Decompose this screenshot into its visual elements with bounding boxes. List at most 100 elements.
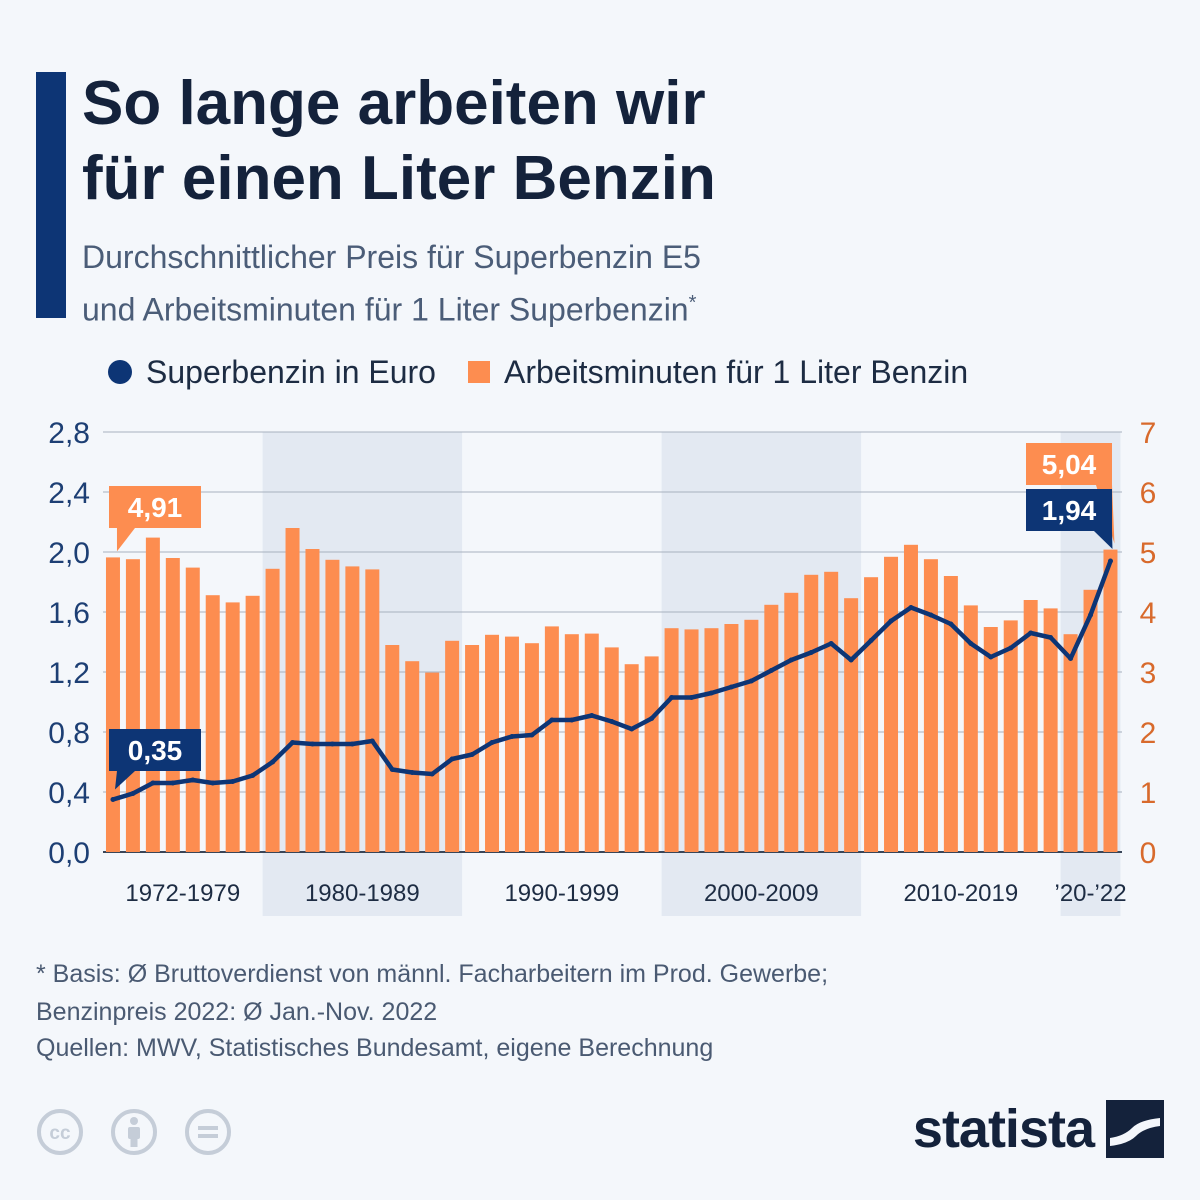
price-point-2004 <box>748 678 754 684</box>
bar-2008 <box>824 571 839 852</box>
price-point-2008 <box>828 641 834 646</box>
bar-1995 <box>564 634 579 852</box>
price-point-2010 <box>868 638 874 643</box>
price-point-1995 <box>569 717 575 723</box>
price-point-1989 <box>449 756 455 762</box>
price-point-2011 <box>888 618 894 624</box>
callout-first-bar-box <box>109 486 201 528</box>
statista-logo[interactable]: statista <box>913 1098 1164 1160</box>
callout-first-bar-text: 4,91 <box>128 492 183 523</box>
bar-2014 <box>943 576 958 852</box>
bar-2000 <box>664 628 679 852</box>
price-point-2015 <box>968 641 974 646</box>
group-label-4: 2010-2019 <box>903 880 1018 907</box>
bar-2013 <box>923 559 938 852</box>
left-tick-label: 0,8 <box>48 717 90 750</box>
price-point-1991 <box>489 740 495 745</box>
bar-1989 <box>445 640 460 852</box>
combo-chart: 0,0 0 0,4 1 0,8 2 1,2 3 1,6 4 2,0 5 2,4 6 2,8 7 1972-197… <box>48 417 1157 916</box>
price-point-2013 <box>928 612 934 618</box>
bar-2002 <box>704 628 719 852</box>
source-text: Quellen: MWV, Statistisches Bundesamt, e… <box>36 1034 714 1062</box>
callout-last-price: 1,94 <box>1026 489 1113 549</box>
left-tick-label: 1,6 <box>48 597 90 630</box>
page-title: So lange arbeiten wir für einen Liter Be… <box>82 69 716 213</box>
price-point-2012 <box>908 605 914 610</box>
left-tick-label: 1,2 <box>48 657 90 690</box>
callout-last-bar-text: 5,04 <box>1042 449 1097 480</box>
bar-1990 <box>465 645 480 852</box>
subtitle-line-2: und Arbeitsminuten für 1 Liter Superbenz… <box>82 291 689 328</box>
bar-1975 <box>165 558 180 852</box>
bar-1973 <box>125 559 140 852</box>
brand-wordmark: statista <box>912 1099 1095 1159</box>
price-point-2007 <box>808 650 814 655</box>
bar-1976 <box>185 567 200 852</box>
bar-2006 <box>784 592 799 852</box>
bar-1974 <box>145 537 160 852</box>
subtitle: Durchschnittlicher Preis für Superbenzin… <box>82 234 701 333</box>
bar-1979 <box>245 595 260 852</box>
callout-first-price-box <box>109 729 201 771</box>
callout-last-bar: 5,04 <box>1026 443 1115 544</box>
no-derivatives-icon[interactable] <box>184 1108 232 1156</box>
price-point-2021 <box>1088 612 1094 618</box>
bar-1992 <box>504 636 519 852</box>
bar-1996 <box>584 633 599 852</box>
price-point-1999 <box>649 716 655 721</box>
bar-1980 <box>265 568 280 852</box>
price-point-2022 <box>1107 558 1113 564</box>
price-point-1981 <box>290 740 296 745</box>
bar-2011 <box>884 556 899 852</box>
bar-2018 <box>1023 600 1038 852</box>
group-label-5: ’20-’22 <box>1055 880 1127 907</box>
bar-2009 <box>844 598 859 852</box>
right-tick-label: 7 <box>1140 417 1157 450</box>
price-point-1996 <box>589 713 595 718</box>
bar-1998 <box>624 664 639 852</box>
price-point-2006 <box>788 657 794 663</box>
bar-1977 <box>205 595 220 852</box>
cc-icon[interactable]: cc <box>36 1108 84 1156</box>
callout-last-price-text: 1,94 <box>1042 495 1097 526</box>
callout-last-bar-box <box>1026 443 1112 485</box>
legend: Superbenzin in Euro Arbeitsminuten für 1… <box>108 350 968 394</box>
group-label-0: 1972-1979 <box>125 880 240 907</box>
price-point-1983 <box>329 741 335 747</box>
group-label-1: 1980-1989 <box>305 880 420 907</box>
bar-1997 <box>604 647 619 852</box>
bar-1993 <box>524 643 539 852</box>
bar-2004 <box>744 619 759 852</box>
price-point-1987 <box>409 770 415 775</box>
price-point-1997 <box>609 719 615 724</box>
bar-2003 <box>724 624 739 852</box>
callout-first-price: 0,35 <box>109 729 201 790</box>
price-point-1998 <box>629 726 635 732</box>
price-point-1988 <box>429 771 435 777</box>
price-point-2017 <box>1008 645 1014 651</box>
left-tick-label: 0,4 <box>48 777 90 810</box>
bar-1981 <box>285 528 300 852</box>
bar-1982 <box>305 549 320 852</box>
price-point-1992 <box>509 734 515 739</box>
group-label-2: 1990-1999 <box>504 880 619 907</box>
bar-1978 <box>225 602 240 852</box>
bar-2001 <box>684 629 699 852</box>
subtitle-line-1: Durchschnittlicher Preis für Superbenzin… <box>82 239 701 275</box>
left-tick-label: 2,4 <box>48 477 90 510</box>
price-point-1990 <box>469 752 475 757</box>
price-point-1973 <box>130 791 136 796</box>
callout-last-price-pointer <box>1094 531 1113 549</box>
price-point-2009 <box>848 657 854 663</box>
price-point-1977 <box>210 780 216 786</box>
callout-first-price-text: 0,35 <box>128 735 183 766</box>
bar-2016 <box>983 627 998 852</box>
legend-bar-label: Arbeitsminuten für 1 Liter Benzin <box>503 353 969 390</box>
price-point-1975 <box>170 780 176 786</box>
price-point-1993 <box>529 732 535 738</box>
callout-first-bar-pointer <box>116 528 135 552</box>
price-point-1994 <box>549 717 555 723</box>
attribution-icon[interactable] <box>110 1108 158 1156</box>
price-point-2019 <box>1048 635 1054 640</box>
bar-2021 <box>1083 589 1098 852</box>
